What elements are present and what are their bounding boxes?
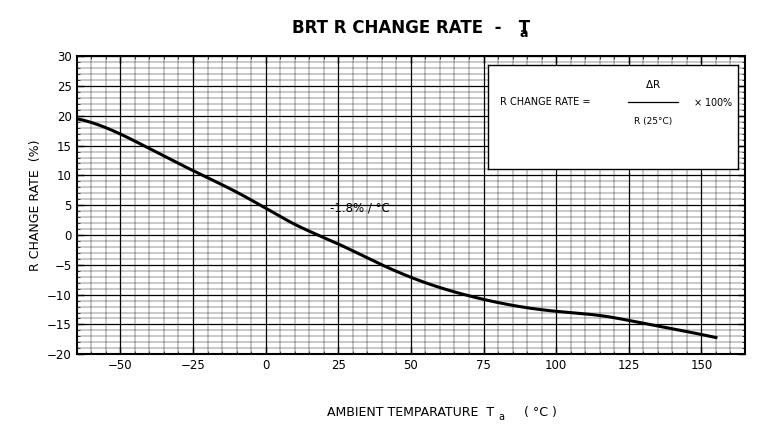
Text: a: a — [498, 412, 505, 422]
Text: -1.8% / °C: -1.8% / °C — [329, 202, 389, 215]
Text: BRT R CHANGE RATE  -   T: BRT R CHANGE RATE - T — [292, 19, 530, 37]
Text: a: a — [520, 27, 528, 40]
Y-axis label: R CHANGE RATE  (%): R CHANGE RATE (%) — [28, 140, 41, 271]
Text: ( °C ): ( °C ) — [508, 406, 557, 419]
Text: AMBIENT TEMPARATURE  T: AMBIENT TEMPARATURE T — [327, 406, 495, 419]
